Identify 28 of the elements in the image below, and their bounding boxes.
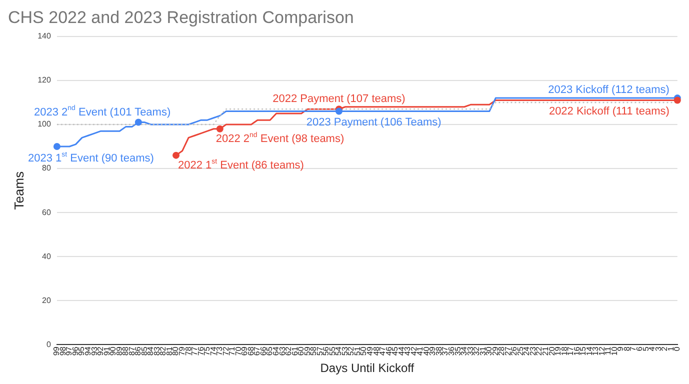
x-tick-label: 93: [90, 346, 99, 356]
x-axis-title: Days Until Kickoff: [320, 361, 415, 376]
x-tick-label: 6: [635, 346, 644, 352]
x-tick-label: 5: [641, 346, 650, 352]
x-tick-label: 0: [672, 346, 682, 352]
point: [216, 125, 224, 132]
x-tick-label: 35: [453, 346, 462, 356]
x-tick-label: 78: [184, 346, 193, 356]
point: [53, 143, 60, 150]
annotation: 2022 Payment (107 teams): [272, 93, 406, 106]
y-tick-label: 80: [42, 164, 52, 173]
annotation: 2022 Kickoff (111 teams): [548, 105, 670, 118]
point: [134, 118, 142, 126]
y-tick-label: 40: [42, 252, 52, 261]
x-tick-label: 20: [547, 346, 556, 356]
y-tick-label: 120: [38, 76, 52, 85]
y-tick-label: 20: [42, 296, 52, 305]
chart-title: CHS 2022 and 2023 Registration Comparison: [8, 8, 354, 27]
point: [172, 152, 180, 159]
y-tick-label: 140: [38, 32, 52, 41]
annotation: 2023 Kickoff (112 teams): [548, 84, 670, 96]
y-axis-title: Teams: [11, 170, 26, 210]
x-tick-label: 7: [628, 346, 638, 352]
x-tick-label: 65: [265, 346, 274, 356]
y-tick-label: 100: [38, 120, 52, 129]
x-tick-label: 50: [359, 346, 368, 356]
annotation: 2023 Payment (106 Teams): [306, 116, 442, 128]
y-tick-label: 60: [42, 208, 52, 217]
